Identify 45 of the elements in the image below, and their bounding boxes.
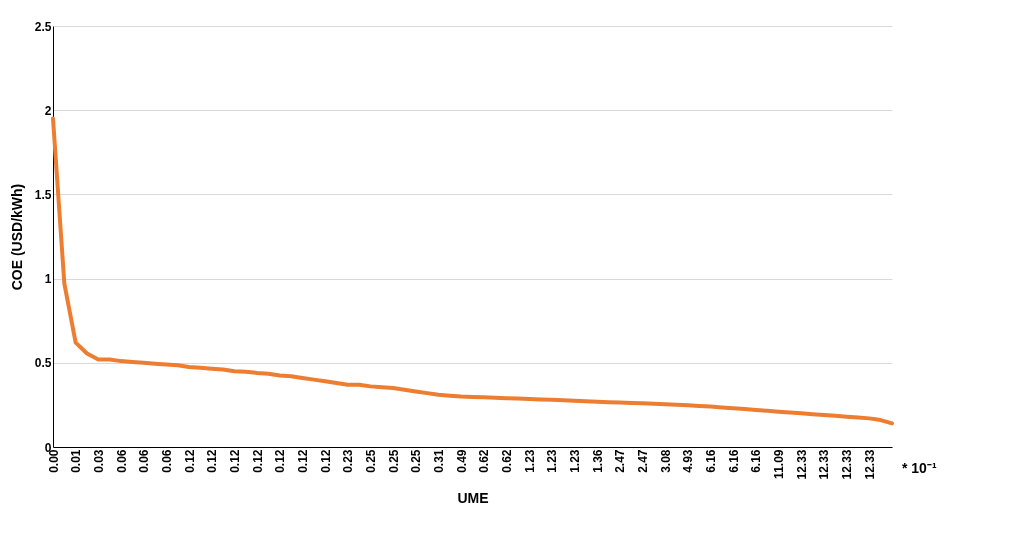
x-tick-label: 0.06 [159,449,174,473]
x-tick-label: 3.08 [658,449,673,473]
y-tick-label: 2.5 [34,19,52,34]
x-tick-label: 0.03 [91,449,106,473]
x-tick-label: 12.33 [862,449,877,480]
x-tick-label: 0.62 [500,449,515,473]
x-tick-label: 12.33 [840,449,855,480]
x-axis-title: UME [457,489,489,506]
x-tick-label: 0.62 [477,449,492,473]
x-tick-label: 1.36 [590,449,605,473]
x-tick-label: 0.49 [454,449,469,473]
x-tick-label: 0.12 [273,449,288,473]
y-tick-label: 1 [44,272,52,287]
x-tick-label: 0.12 [318,449,333,473]
x-tick-label: 0.12 [295,449,310,473]
x-tick-label: 2.47 [636,449,651,473]
x-tick-label: 6.16 [704,449,719,473]
x-tick-label: 0.06 [114,449,129,473]
x-tick-label: 11.09 [772,449,787,479]
x-tick-label: 4.93 [681,449,696,473]
y-tick-label: 2 [44,103,52,118]
x-tick-label: 2.47 [613,449,628,473]
x-tick-label: 0.12 [182,449,197,473]
x-tick-label: 0.23 [341,449,356,473]
x-tick-label: 12.33 [817,449,832,480]
y-tick-label: 1.5 [34,187,52,202]
x-tick-label: 12.33 [794,449,809,480]
x-tick-label: 6.16 [726,449,741,473]
x-tick-label: 0.12 [227,449,242,473]
x-tick-label: 1.23 [568,449,583,473]
x-tick-label: 0.31 [431,449,446,473]
x-tick-label: 0.01 [69,449,84,473]
text: * 10⁻¹ [902,460,937,476]
y-axis-title: COE (USD/kWh) [8,183,25,291]
x-tick-label: 0.06 [137,449,152,473]
x-tick-label: 0.12 [250,449,265,473]
x-tick-label: 0.25 [363,449,378,473]
x-tick-label: 0.25 [409,449,424,473]
x-tick-label: 1.23 [522,449,537,473]
x-tick-label: 0.12 [205,449,220,473]
x-tick-label: 1.23 [545,449,560,473]
x-tick-label: 0.25 [386,449,401,473]
x-tick-label: 6.16 [749,449,764,473]
line-series [51,116,894,426]
y-tick-label: 0.5 [34,356,52,371]
